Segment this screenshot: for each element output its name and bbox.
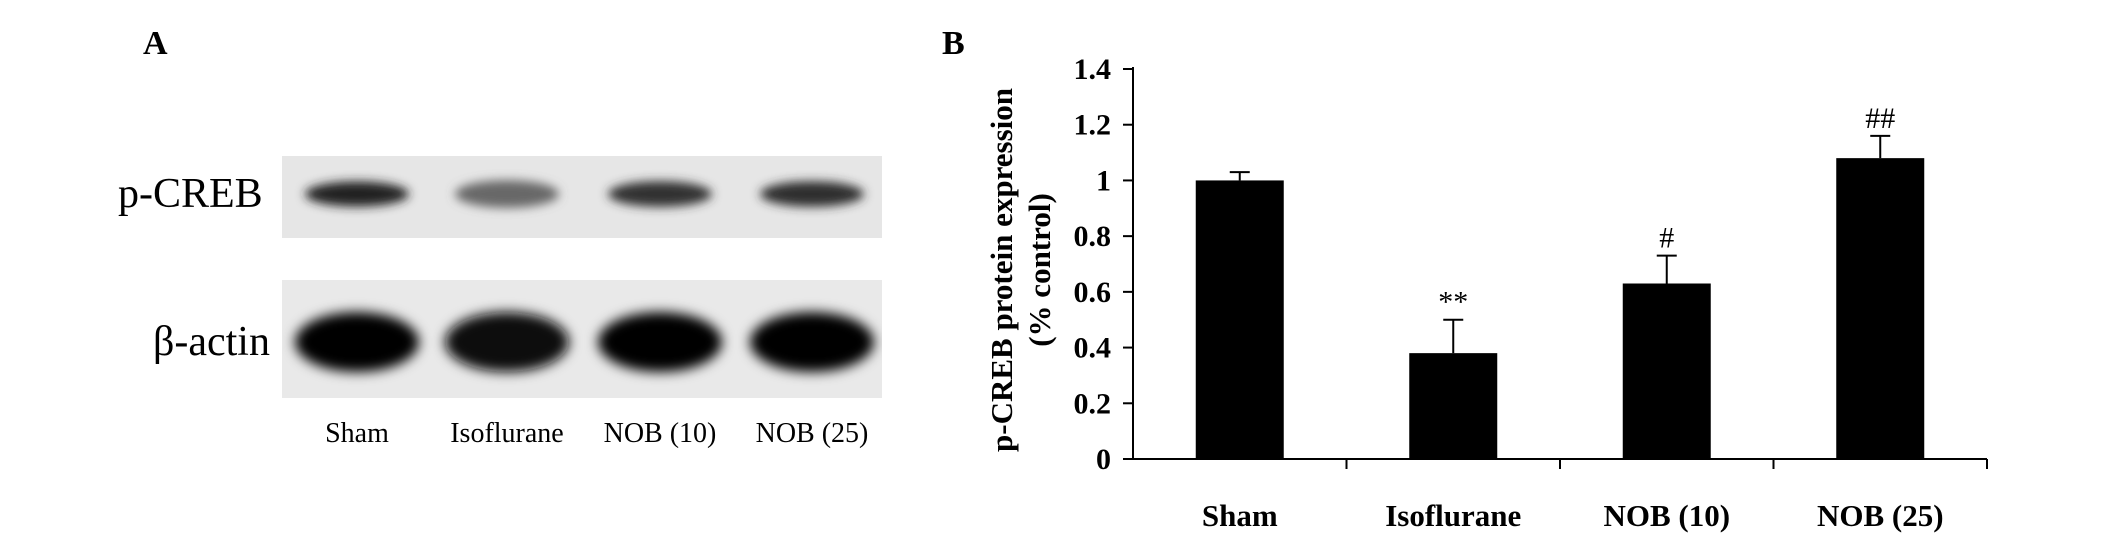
bar xyxy=(1409,353,1498,459)
pcreb-bands xyxy=(305,180,864,208)
y-tick-label: 1.4 xyxy=(1074,53,1112,86)
y-axis-label-line2: (% control) xyxy=(1022,193,1057,347)
blot-label-actin: β-actin xyxy=(153,319,270,365)
x-tick-labels: Sham Isoflurane NOB (10) NOB (25) xyxy=(1202,498,1944,533)
y-tick-label: 0.8 xyxy=(1074,220,1112,253)
lane-label: NOB (10) xyxy=(603,418,717,449)
bar xyxy=(1622,283,1711,459)
x-tick-label: NOB (10) xyxy=(1603,498,1730,533)
blot-label-pcreb: p-CREB xyxy=(118,171,263,217)
y-tick-label: 1.2 xyxy=(1074,109,1112,142)
bar xyxy=(1195,180,1284,459)
significance-annotations: **### xyxy=(1438,102,1895,319)
significance-mark: # xyxy=(1659,222,1674,255)
lane-label: Isoflurane xyxy=(450,418,564,449)
pcreb-band xyxy=(608,181,712,207)
actin-band xyxy=(295,312,419,372)
actin-bands xyxy=(295,312,874,372)
panel-a-label: A xyxy=(143,25,168,62)
bar xyxy=(1836,158,1925,459)
pcreb-band xyxy=(455,180,559,208)
lane-label: Sham xyxy=(325,418,389,449)
y-tick-label: 1 xyxy=(1096,164,1111,197)
y-ticks: 0 0.2 0.4 0.6 0.8 1 1.2 1.4 xyxy=(1074,53,1988,476)
y-axis-label-line1: p-CREB protein expression xyxy=(984,88,1019,452)
actin-band xyxy=(445,312,569,372)
panel-b-label: B xyxy=(942,25,965,62)
y-tick-label: 0.6 xyxy=(1074,276,1112,309)
lane-label: NOB (25) xyxy=(755,418,869,449)
significance-mark: ## xyxy=(1865,102,1895,135)
chart-bars xyxy=(1195,134,1925,459)
y-axis-label: p-CREB protein expression (% control) xyxy=(984,88,1057,452)
western-blot xyxy=(282,156,882,398)
y-tick-label: 0.4 xyxy=(1074,332,1112,365)
pcreb-band xyxy=(760,181,864,207)
significance-mark: ** xyxy=(1438,286,1468,319)
actin-band xyxy=(598,312,722,372)
pcreb-band xyxy=(305,181,409,207)
x-tick-label: Isoflurane xyxy=(1385,498,1521,533)
x-tick-label: Sham xyxy=(1202,498,1278,533)
y-tick-label: 0 xyxy=(1096,443,1111,476)
x-tick-label: NOB (25) xyxy=(1817,498,1944,533)
y-tick-label: 0.2 xyxy=(1074,387,1112,420)
actin-band xyxy=(750,312,874,372)
